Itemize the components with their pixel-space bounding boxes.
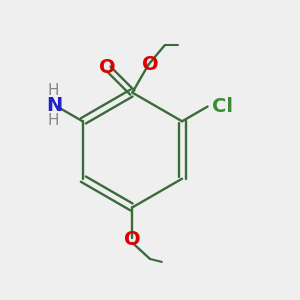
Text: O: O <box>124 230 141 249</box>
Text: H: H <box>48 83 59 98</box>
Text: O: O <box>142 55 158 74</box>
Text: Cl: Cl <box>212 97 233 116</box>
Text: N: N <box>46 96 62 115</box>
Text: H: H <box>48 113 59 128</box>
Text: O: O <box>99 58 115 77</box>
